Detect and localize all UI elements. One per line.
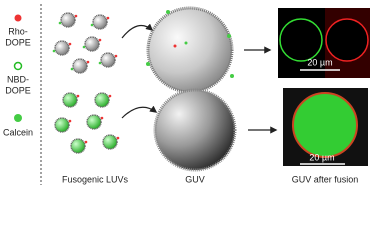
dot bbox=[68, 119, 72, 123]
scale-text: 20 µm bbox=[307, 57, 332, 67]
legend-text: DOPE bbox=[5, 37, 31, 47]
dot bbox=[146, 62, 150, 66]
dot bbox=[58, 21, 62, 25]
dot bbox=[90, 23, 94, 27]
luv bbox=[86, 114, 102, 130]
dot bbox=[52, 49, 56, 53]
luv bbox=[54, 117, 70, 133]
filled-guv bbox=[292, 92, 358, 158]
arrow bbox=[121, 23, 154, 39]
luv-group bbox=[52, 12, 120, 154]
label: GUV bbox=[185, 174, 205, 184]
legend: Rho- DOPE NBD- DOPE Calcein bbox=[3, 14, 33, 137]
dot bbox=[82, 45, 86, 49]
dot bbox=[106, 16, 110, 20]
dot bbox=[173, 44, 177, 48]
guv bbox=[146, 6, 234, 94]
legend-text: NBD- bbox=[7, 74, 29, 84]
dot bbox=[114, 54, 118, 58]
dot bbox=[98, 38, 102, 42]
dot bbox=[116, 136, 120, 140]
luv bbox=[60, 12, 76, 28]
red-ring bbox=[325, 18, 369, 62]
legend-text: DOPE bbox=[5, 85, 31, 95]
label: GUV after fusion bbox=[292, 174, 359, 184]
luv bbox=[92, 14, 108, 30]
nbd-dot bbox=[13, 61, 23, 71]
luv bbox=[62, 92, 78, 108]
legend-text: Rho- bbox=[8, 26, 28, 36]
dot bbox=[100, 116, 104, 120]
dot bbox=[227, 34, 231, 38]
scale-text: 20 µm bbox=[309, 152, 334, 162]
dot bbox=[76, 94, 80, 98]
calcein-dot bbox=[14, 114, 22, 122]
green-ring bbox=[279, 18, 323, 62]
luv bbox=[94, 92, 110, 108]
luv bbox=[102, 134, 118, 150]
arrow bbox=[121, 105, 158, 119]
dot bbox=[70, 67, 74, 71]
dot bbox=[86, 60, 90, 64]
dot bbox=[68, 42, 72, 46]
dot bbox=[184, 41, 188, 45]
luv bbox=[100, 52, 116, 68]
legend-text: Calcein bbox=[3, 127, 33, 137]
luv bbox=[84, 36, 100, 52]
luv bbox=[54, 40, 70, 56]
dot bbox=[74, 14, 78, 18]
rho-dot bbox=[14, 14, 22, 22]
label: Fusogenic LUVs bbox=[62, 174, 129, 184]
diagram: Rho- DOPE NBD- DOPE Calcein 20 µm 20 µm … bbox=[3, 4, 370, 185]
dot bbox=[84, 140, 88, 144]
luv bbox=[72, 58, 88, 74]
dot bbox=[108, 94, 112, 98]
guv bbox=[153, 88, 237, 172]
dot bbox=[98, 61, 102, 65]
dot bbox=[230, 74, 234, 78]
dot bbox=[166, 10, 170, 14]
luv bbox=[70, 138, 86, 154]
